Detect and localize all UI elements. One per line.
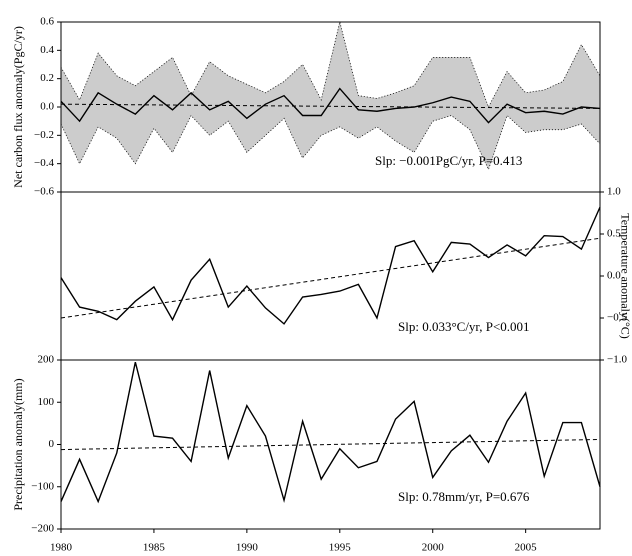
uncertainty-band: [228, 75, 248, 154]
y-tick-label: −0.2: [34, 129, 54, 141]
trend-line: [60, 103, 601, 109]
uncertainty-band: [358, 95, 378, 139]
uncertainty-band: [79, 53, 99, 164]
uncertainty-band: [451, 57, 471, 131]
uncertainty-band: [543, 81, 564, 130]
uncertainty-band: [60, 66, 80, 164]
uncertainty-band: [246, 83, 266, 153]
x-tick-label: 1990: [236, 542, 259, 554]
y-tick-label: 0.0: [607, 270, 621, 282]
y-axis-label: Precipitation anomaly(mm): [11, 378, 25, 510]
uncertainty-band: [190, 61, 210, 136]
x-tick-label: 1985: [143, 542, 166, 554]
y-tick-label: 0.4: [40, 44, 54, 56]
y-tick-label: 0.2: [40, 72, 54, 84]
uncertainty-band: [432, 57, 452, 122]
y-tick-label: −0.4: [34, 157, 54, 169]
annotation: Slp: 0.78mm/yr, P=0.676: [398, 489, 530, 504]
y-tick-label: 0.0: [40, 101, 54, 113]
uncertainty-band: [395, 85, 415, 153]
y-tick-label: 200: [38, 354, 55, 366]
y-tick-label: −0.6: [34, 186, 54, 198]
uncertainty-band: [116, 75, 136, 165]
y-tick-label: −100: [31, 480, 54, 492]
uncertainty-band: [562, 44, 582, 131]
uncertainty-band: [320, 21, 341, 136]
uncertainty-band: [506, 70, 526, 134]
uncertainty-band: [283, 63, 303, 159]
uncertainty-band: [265, 81, 285, 136]
uncertainty-band: [97, 52, 118, 139]
data-line: [60, 361, 601, 504]
uncertainty-band: [209, 61, 229, 136]
trend-line: [60, 237, 601, 319]
y-tick-label: 1.0: [607, 186, 621, 198]
trend-line: [60, 438, 601, 451]
x-tick-label: 2005: [515, 542, 538, 554]
x-tick-label: 1980: [50, 542, 73, 554]
uncertainty-band: [302, 64, 322, 159]
y-tick-label: 0.5: [607, 228, 621, 240]
uncertainty-band: [135, 71, 155, 164]
panel-frame: [60, 191, 601, 361]
y-tick-label: 0: [49, 438, 55, 450]
x-tick-label: 1995: [329, 542, 352, 554]
y-axis-label: Temperature anomaly(°C): [618, 213, 632, 339]
x-tick-label: 2000: [422, 542, 445, 554]
y-axis-label: Net carbon flux anomaly(PgC/yr): [11, 26, 25, 188]
band-edge: [60, 114, 601, 171]
y-tick-label: −1.0: [607, 354, 627, 366]
uncertainty-band: [376, 92, 396, 142]
data-line: [60, 87, 601, 124]
y-tick-label: 0.6: [40, 16, 54, 28]
y-tick-label: −200: [31, 523, 54, 535]
annotation: Slp: 0.033°C/yr, P<0.001: [398, 319, 530, 334]
annotation: Slp: −0.001PgC/yr, P=0.413: [375, 153, 522, 168]
y-tick-label: 100: [38, 396, 55, 408]
data-line: [60, 206, 601, 325]
uncertainty-band: [339, 21, 359, 139]
y-tick-label: −0.5: [607, 312, 627, 324]
